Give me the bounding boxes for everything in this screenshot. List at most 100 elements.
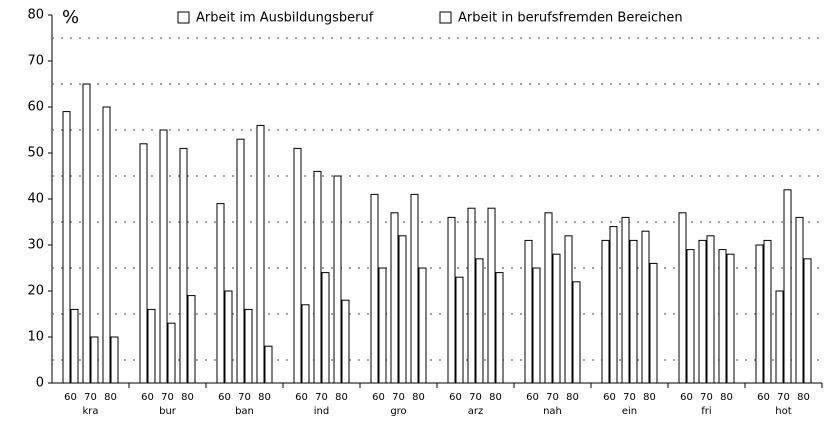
bar <box>216 203 225 384</box>
bar <box>621 216 630 384</box>
x-tick-label: 60 <box>64 392 77 403</box>
bar <box>313 170 322 384</box>
x-tick-label: 60 <box>141 392 154 403</box>
x-tick-label: 80 <box>720 392 733 403</box>
bar <box>755 244 764 384</box>
bar <box>167 322 176 384</box>
legend-label: Arbeit im Ausbildungsberuf <box>196 11 374 26</box>
bar <box>159 129 168 384</box>
y-tick-label: 0 <box>36 376 44 391</box>
bar <box>398 235 407 384</box>
bar <box>783 189 792 384</box>
y-tick-label: 10 <box>27 330 44 345</box>
x-tick-label: 70 <box>777 392 790 403</box>
y-tick-label: 50 <box>27 146 44 161</box>
bar <box>179 147 188 384</box>
bar <box>475 258 484 384</box>
bar <box>139 143 148 384</box>
x-tick-label: 60 <box>757 392 770 403</box>
group-label: kra <box>82 406 98 417</box>
bar <box>62 111 71 384</box>
y-tick-label: 30 <box>27 238 44 253</box>
bar <box>609 226 618 384</box>
bar <box>333 175 342 384</box>
x-tick-label: 70 <box>315 392 328 403</box>
y-tick-label: 40 <box>27 192 44 207</box>
x-tick-label: 80 <box>489 392 502 403</box>
x-tick-label: 80 <box>104 392 117 403</box>
x-tick-label: 60 <box>218 392 231 403</box>
bar <box>552 253 561 384</box>
legend-swatch <box>439 11 452 24</box>
bar <box>293 147 302 384</box>
x-tick-label: 70 <box>623 392 636 403</box>
bar <box>256 124 265 384</box>
x-tick-label: 60 <box>449 392 462 403</box>
bar <box>775 290 784 384</box>
group-label: nah <box>543 406 562 417</box>
bar <box>147 308 156 384</box>
bar <box>102 106 111 384</box>
bar <box>244 308 253 384</box>
bar <box>236 138 245 384</box>
bar <box>726 253 735 384</box>
bar <box>390 212 399 384</box>
bar <box>649 262 658 384</box>
x-tick-label: 70 <box>700 392 713 403</box>
legend-swatch <box>177 11 190 24</box>
group-label: gro <box>390 406 406 417</box>
bar <box>467 207 476 384</box>
x-tick-label: 60 <box>526 392 539 403</box>
bar <box>686 249 695 384</box>
legend-label: Arbeit in berufsfremden Bereichen <box>458 11 683 26</box>
bar <box>698 239 707 384</box>
x-tick-label: 60 <box>372 392 385 403</box>
x-tick-label: 80 <box>412 392 425 403</box>
x-tick-label: 70 <box>392 392 405 403</box>
bar <box>410 193 419 384</box>
bar <box>264 345 273 384</box>
bar <box>110 336 119 384</box>
group-label: ein <box>622 406 637 417</box>
bar <box>795 216 804 384</box>
bar <box>495 272 504 384</box>
bar <box>187 295 196 384</box>
bar <box>564 235 573 384</box>
x-tick-label: 60 <box>680 392 693 403</box>
x-tick-label: 80 <box>335 392 348 403</box>
group-label: fri <box>701 406 711 417</box>
bar <box>763 239 772 384</box>
x-tick-label: 60 <box>295 392 308 403</box>
bar <box>524 239 533 384</box>
x-tick-label: 70 <box>546 392 559 403</box>
x-tick-label: 70 <box>238 392 251 403</box>
bar <box>321 272 330 384</box>
x-tick-label: 70 <box>84 392 97 403</box>
bar <box>718 249 727 384</box>
bar <box>803 258 812 384</box>
bar <box>601 239 610 384</box>
bar <box>370 193 379 384</box>
bar <box>544 212 553 384</box>
bar <box>487 207 496 384</box>
bar <box>82 83 91 384</box>
y-tick-label: 70 <box>27 54 44 69</box>
y-tick-label: 20 <box>27 284 44 299</box>
bar <box>447 216 456 384</box>
y-tick-label: 60 <box>27 100 44 115</box>
group-label: ban <box>235 406 254 417</box>
y-axis-label: % <box>62 7 79 28</box>
bar <box>678 212 687 384</box>
bar <box>301 304 310 384</box>
group-label: ind <box>314 406 329 417</box>
x-tick-label: 70 <box>161 392 174 403</box>
x-tick-label: 80 <box>566 392 579 403</box>
bar <box>224 290 233 384</box>
x-tick-label: 70 <box>469 392 482 403</box>
x-tick-label: 80 <box>643 392 656 403</box>
x-tick-label: 80 <box>258 392 271 403</box>
x-tick-label: 80 <box>797 392 810 403</box>
bar <box>532 267 541 384</box>
y-tick-label: 80 <box>27 8 44 23</box>
